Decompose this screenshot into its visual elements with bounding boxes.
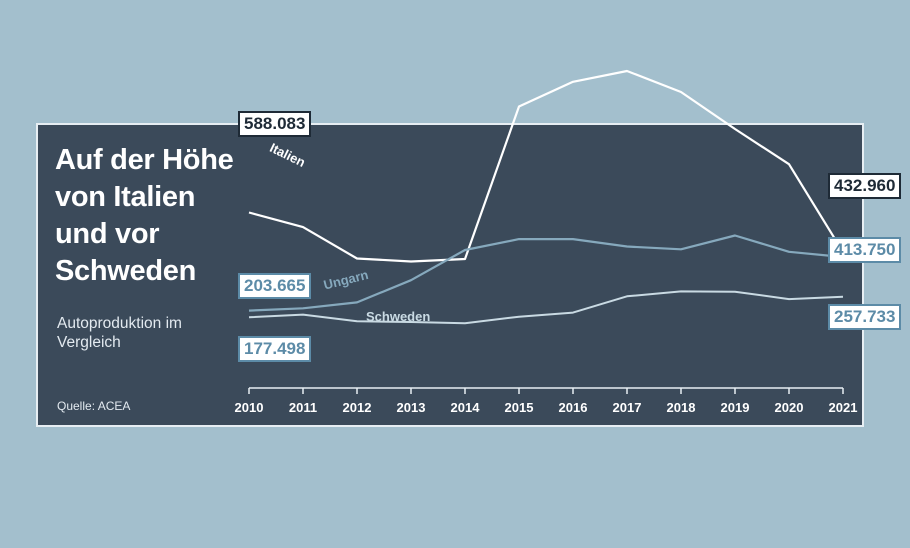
x-tick-label: 2011 [289, 400, 317, 415]
x-tick-label: 2019 [721, 400, 750, 415]
source-note: Quelle: ACEA [57, 399, 131, 413]
series-line-italien [248, 69, 844, 263]
series-line-ungarn [248, 234, 844, 312]
x-tick-label: 2017 [613, 400, 642, 415]
series-lines [248, 69, 844, 325]
x-tick-label: 2018 [667, 400, 696, 415]
x-tick-label: 2021 [829, 400, 858, 415]
x-tick-label: 2015 [505, 400, 534, 415]
chart-panel [36, 123, 864, 427]
chart-subtitle: Autoproduktion im Vergleich [57, 315, 182, 351]
x-tick-label: 2012 [343, 400, 372, 415]
x-tick-label: 2014 [451, 400, 481, 415]
x-tick-label: 2016 [559, 400, 588, 415]
label-italien-start: 588.083 [238, 111, 312, 137]
x-axis: 2010 2011 2012 2013 2014 2015 2016 2017 2018 2019… [235, 387, 858, 415]
label-ungarn-start: 203.665 [238, 273, 312, 299]
chart-title: Auf der Höhe von Italien und vor Schwede… [55, 144, 234, 287]
x-tick-label: 2013 [397, 400, 426, 415]
label-italien-end: 432.960 [828, 173, 902, 199]
x-tick-label: 2010 [235, 400, 264, 415]
label-schweden-end: 257.733 [828, 304, 902, 330]
series-name-schweden: Schweden [366, 309, 431, 324]
label-ungarn-end: 413.750 [828, 237, 902, 263]
label-schweden-start: 177.498 [238, 336, 312, 362]
series-line-schweden [248, 290, 844, 325]
x-tick-label: 2020 [775, 400, 804, 415]
